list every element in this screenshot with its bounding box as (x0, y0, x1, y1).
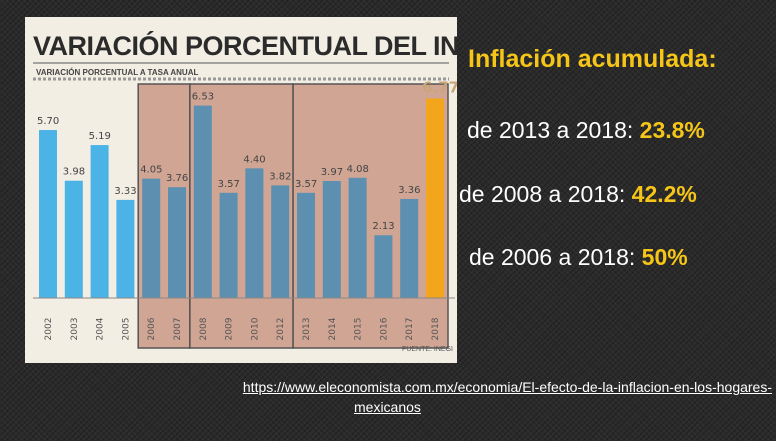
value-label-2009: 3.57 (218, 179, 240, 190)
source-link-line-2[interactable]: mexicanos (354, 399, 421, 415)
value-label-2006: 4.05 (140, 165, 162, 176)
bar-2008 (193, 105, 212, 298)
bar-2002 (39, 130, 57, 298)
bar-2012 (271, 185, 290, 298)
chart-subtitle: VARIACIÓN PORCENTUAL A TASA ANUAL (36, 68, 198, 77)
x-tick-label-2009: 2009 (225, 317, 235, 340)
x-tick-label-2004: 2004 (96, 317, 106, 340)
value-label-2018: 6.77 (422, 79, 457, 97)
bar-2016 (374, 235, 393, 298)
stat-value: 50% (641, 244, 688, 270)
bar-2006 (142, 178, 161, 298)
bar-2014 (322, 181, 341, 298)
stat-text: de 2006 a 2018: (469, 244, 642, 270)
stat-2008-2018: de 2008 a 2018: 42.2% (459, 181, 697, 208)
bar-2007 (168, 187, 186, 298)
bar-2010 (245, 168, 264, 298)
bar-2013 (297, 192, 315, 298)
x-tick-label-2016: 2016 (379, 317, 389, 340)
value-label-2010: 4.40 (243, 154, 265, 165)
shaded-region-2013-2018 (292, 83, 449, 349)
value-label-2014: 3.97 (321, 167, 343, 178)
x-tick-label-2005: 2005 (121, 318, 131, 341)
chart-title: VARIACIÓN PORCENTUAL DEL INPC (33, 30, 457, 61)
bar-2004 (90, 145, 109, 298)
source-link-line-1[interactable]: https://www.eleconomista.com.mx/economia… (242, 379, 772, 395)
x-tick-label-2008: 2008 (199, 317, 209, 340)
value-label-2008: 6.53 (192, 92, 214, 103)
x-tick-label-2017: 2017 (405, 318, 415, 341)
bar-2015 (348, 177, 367, 298)
x-tick-label-2012: 2012 (276, 318, 286, 341)
stat-text: de 2013 a 2018: (467, 117, 640, 143)
inpc-chart: VARIACIÓN PORCENTUAL DEL INPC VARIACIÓN … (33, 30, 457, 353)
value-label-2017: 3.36 (398, 185, 420, 196)
value-label-2007: 3.76 (166, 173, 188, 184)
bar-2009 (219, 192, 238, 298)
x-tick-labels: 2002 2003 2004 2005 2006 2007 2008 2009 2010 2012… (44, 317, 441, 340)
x-tick-label-2013: 2013 (302, 318, 312, 341)
bar-2003 (64, 180, 83, 298)
x-tick-label-2018: 2018 (431, 317, 441, 340)
x-tick-label-2015: 2015 (354, 318, 364, 341)
value-label-2013: 3.57 (295, 179, 317, 190)
value-label-2002: 5.70 (37, 116, 59, 127)
x-tick-label-2002: 2002 (44, 318, 54, 341)
inpc-chart-card: VARIACIÓN PORCENTUAL DEL INPC VARIACIÓN … (25, 17, 457, 363)
chart-source: FUENTE: INEGI (402, 346, 453, 353)
value-label-2012: 3.82 (269, 171, 291, 182)
cumulative-inflation-title: Inflación acumulada: (468, 45, 717, 73)
x-tick-label-2006: 2006 (147, 317, 157, 340)
bar-2017 (400, 198, 419, 298)
source-link[interactable]: https://www.eleconomista.com.mx/economia… (0, 377, 776, 417)
value-label-2004: 5.19 (89, 131, 111, 142)
x-tick-label-2007: 2007 (173, 318, 183, 341)
stat-value: 42.2% (631, 181, 697, 207)
value-labels: 5.70 3.98 5.19 3.33 4.05 3.76 6.53 3.57 4.40 3.82… (37, 79, 457, 233)
x-tick-label-2014: 2014 (328, 317, 338, 340)
value-label-2003: 3.98 (63, 167, 85, 178)
x-tick-label-2003: 2003 (70, 318, 80, 341)
x-tick-label-2010: 2010 (250, 317, 260, 340)
bar-2018 (426, 98, 444, 298)
value-label-2015: 4.08 (347, 164, 369, 175)
value-label-2005: 3.33 (114, 186, 136, 197)
bars (39, 98, 444, 298)
stat-value: 23.8% (639, 117, 705, 143)
stat-text: de 2008 a 2018: (459, 181, 632, 207)
stat-2006-2018: de 2006 a 2018: 50% (469, 244, 688, 271)
value-label-2016: 2.13 (372, 221, 394, 232)
stat-2013-2018: de 2013 a 2018: 23.8% (467, 117, 705, 144)
bar-2005 (116, 199, 135, 298)
